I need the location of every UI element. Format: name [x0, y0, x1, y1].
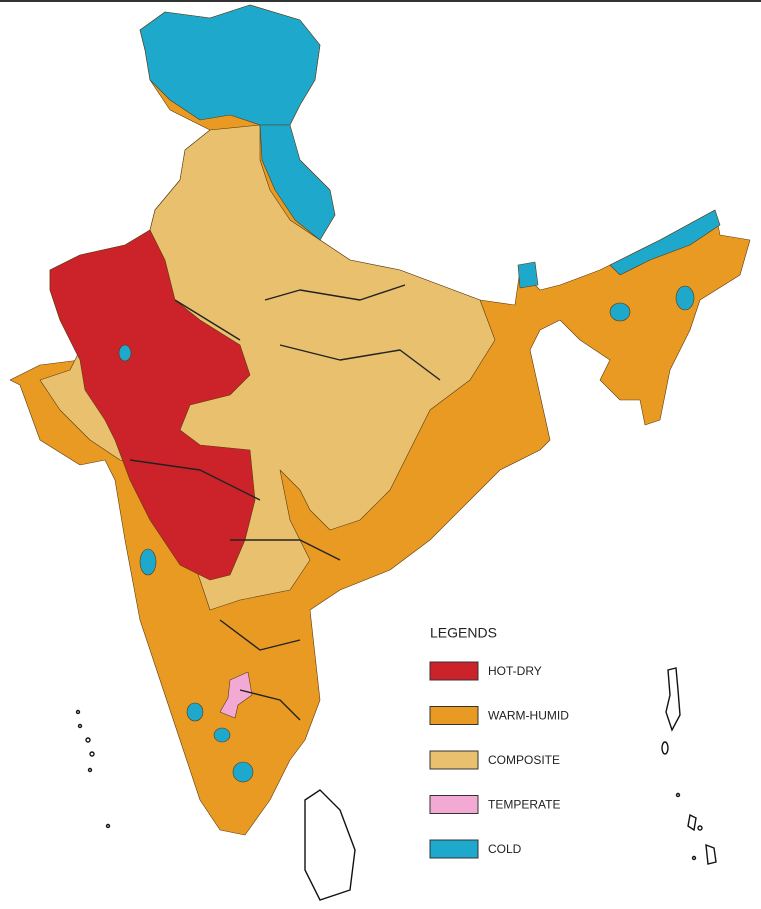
andaman-islands [661, 667, 717, 865]
cold-region [609, 209, 721, 276]
cold-region [675, 285, 695, 311]
cold-region [139, 548, 157, 576]
cold-region [609, 302, 631, 322]
legend-swatch [429, 750, 479, 770]
cold-region [517, 261, 539, 289]
legend-label: COLD [488, 842, 522, 856]
cold-region [139, 4, 321, 126]
cold-region [118, 344, 132, 362]
state-borders [129, 284, 441, 721]
legend-label: HOT-DRY [488, 664, 542, 678]
legend-swatch [429, 661, 479, 681]
legend-title: LEGENDS [430, 625, 497, 641]
cold-region [213, 727, 231, 743]
hot-dry-region [49, 229, 256, 581]
cold-region [259, 124, 336, 241]
legend-swatch [429, 706, 479, 725]
cold-region [186, 702, 204, 722]
cold-region [232, 761, 254, 783]
legend-swatch [429, 839, 479, 859]
legend-swatch [429, 795, 479, 814]
india-map [9, 4, 751, 836]
legend-label: COMPOSITE [488, 753, 560, 767]
legend-label: WARM-HUMID [488, 709, 569, 723]
temperate-region [219, 671, 253, 719]
legend-label: TEMPERATE [488, 798, 560, 812]
legend: LEGENDS HOT-DRY WARM-HUMID COMPOSITE TEMPER… [429, 625, 569, 859]
lakshadweep-islands [75, 709, 111, 829]
sri-lanka [304, 789, 356, 901]
